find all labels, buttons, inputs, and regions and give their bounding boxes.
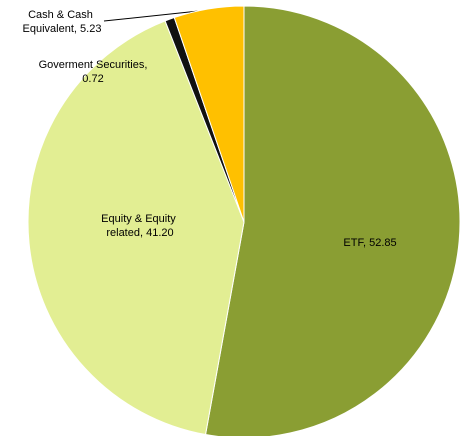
pie-slice xyxy=(27,20,245,436)
label-separator: , xyxy=(140,227,146,239)
category-label: Cash & Cash Equivalent xyxy=(23,9,96,35)
label-line: Cash & Cash xyxy=(28,9,96,21)
data-label: ETF, 52.85 xyxy=(343,237,396,249)
data-label: Equity & Equity related, 41.20 xyxy=(101,213,179,239)
label-line: Equity & Equity xyxy=(101,213,179,225)
leader-line xyxy=(103,9,209,22)
value-label: 0.72 xyxy=(82,73,103,85)
value-label: 5.23 xyxy=(80,23,101,35)
value-label: 52.85 xyxy=(369,237,397,249)
category-label: ETF xyxy=(343,237,364,249)
label-separator: , xyxy=(144,59,147,71)
value-label: 41.20 xyxy=(146,227,174,239)
label-line: related xyxy=(106,227,140,239)
data-label: Goverment Securities, 0.72 xyxy=(39,59,148,85)
label-line: Equivalent xyxy=(23,23,74,35)
label-separator: , xyxy=(74,23,80,35)
category-label: Goverment Securities xyxy=(39,59,145,71)
category-label: Equity & Equity related xyxy=(101,213,179,239)
pie-slice xyxy=(204,5,461,436)
label-separator: , xyxy=(363,237,369,249)
data-label: Cash & Cash Equivalent, 5.23 xyxy=(23,9,102,35)
pie-slice xyxy=(173,5,245,223)
